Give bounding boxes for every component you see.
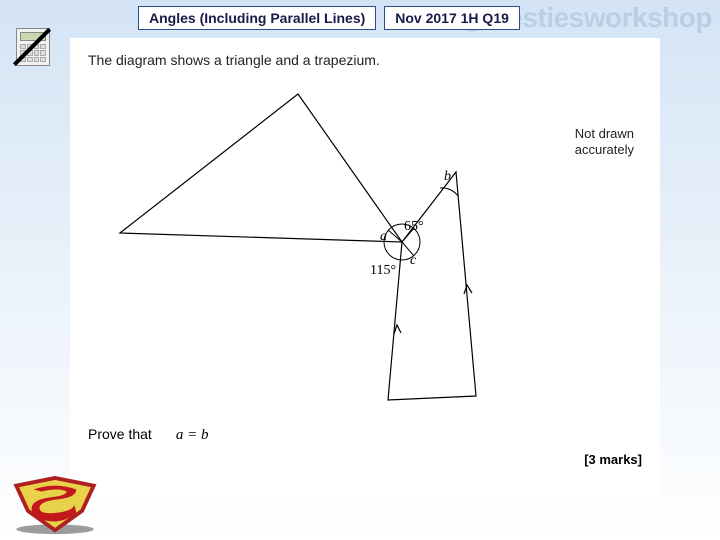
prove-text: Prove that	[88, 426, 152, 442]
header-tabs: Angles (Including Parallel Lines) Nov 20…	[138, 6, 520, 30]
prove-row: Prove that a = b	[88, 426, 642, 444]
label-b: b	[444, 169, 451, 184]
marks-label: [3 marks]	[88, 452, 642, 467]
prove-equation: a = b	[176, 427, 209, 444]
question-intro: The diagram shows a triangle and a trape…	[88, 52, 642, 68]
no-calculator-icon	[12, 26, 54, 68]
superman-shield-icon	[6, 476, 104, 536]
reference-tab: Nov 2017 1H Q19	[384, 6, 520, 30]
trapezium	[388, 172, 476, 400]
label-115: 115°	[370, 263, 396, 278]
not-drawn-line1: Not drawn	[575, 126, 634, 141]
label-65: 65°	[404, 219, 424, 234]
triangle	[120, 94, 402, 242]
not-drawn-note: Not drawn accurately	[575, 126, 634, 159]
parallel-arrow-right	[464, 285, 472, 294]
topic-tab: Angles (Including Parallel Lines)	[138, 6, 376, 30]
not-drawn-line2: accurately	[575, 142, 634, 157]
label-c: c	[410, 253, 417, 268]
question-content: The diagram shows a triangle and a trape…	[70, 38, 660, 498]
geometry-diagram: a b c 65° 115°	[88, 78, 648, 418]
label-a: a	[380, 229, 387, 244]
diagram-area: a b c 65° 115° Not drawn accurately	[88, 78, 642, 418]
